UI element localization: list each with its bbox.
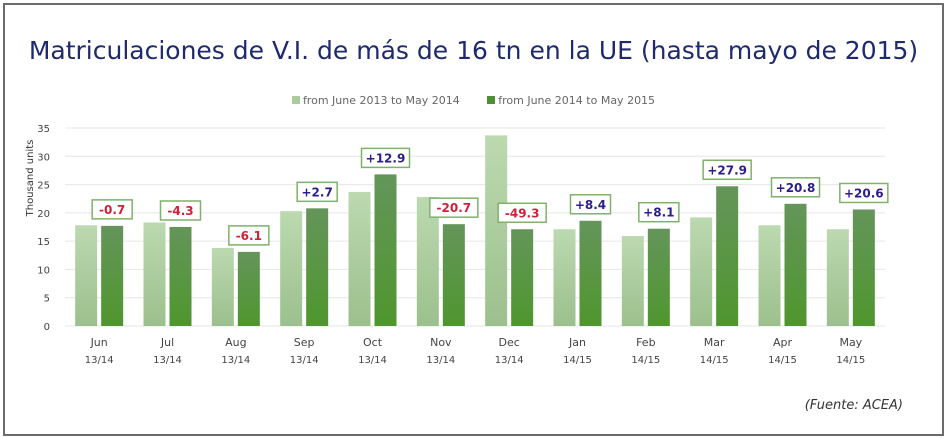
- source-note: (Fuente: ACEA): [804, 398, 903, 413]
- bar-2013-2014: [690, 217, 713, 326]
- change-label-box: [770, 177, 821, 198]
- x-tick-label: Nov: [430, 336, 452, 349]
- bar-2013-2014: [553, 229, 576, 326]
- x-tick-label: Apr: [773, 336, 793, 349]
- change-label: -6.1: [236, 229, 262, 243]
- legend-label: from June 2014 to May 2015: [498, 94, 656, 107]
- x-tick-period: 14/15: [631, 355, 660, 366]
- change-label: -0.7: [99, 203, 125, 217]
- y-tick-label: 30: [37, 152, 50, 163]
- change-label-box: [569, 194, 612, 215]
- bar-2014-2015: [442, 224, 465, 326]
- change-label-box: [638, 201, 680, 223]
- x-tick-label: Jan: [568, 336, 586, 349]
- change-label: +20.8: [776, 181, 816, 195]
- legend-label: from June 2013 to May 2014: [302, 94, 460, 107]
- y-tick-label: 20: [37, 209, 50, 220]
- y-tick-label: 0: [44, 322, 50, 333]
- bar-2014-2015: [511, 229, 534, 326]
- bar-2013-2014: [75, 225, 98, 326]
- x-tick-label: May: [839, 336, 862, 349]
- y-tick-label: 25: [37, 181, 50, 192]
- change-label: +27.9: [707, 163, 747, 177]
- bar-2014-2015: [101, 225, 124, 326]
- change-label: +8.1: [643, 206, 674, 220]
- y-tick-label: 35: [37, 124, 50, 135]
- change-label: -49.3: [505, 206, 540, 220]
- change-label-box: [429, 197, 479, 218]
- bar-2013-2014: [280, 211, 303, 326]
- change-label-box: [497, 202, 547, 224]
- bar-2014-2015: [237, 251, 260, 326]
- x-tick-period: 13/14: [358, 355, 387, 366]
- x-tick-period: 13/14: [85, 355, 114, 366]
- bar-2014-2015: [306, 208, 329, 326]
- bar-2014-2015: [784, 203, 807, 326]
- x-tick-label: Mar: [704, 336, 725, 349]
- bar-2013-2014: [485, 135, 508, 326]
- change-label: +2.7: [302, 185, 333, 199]
- bar-2013-2014: [211, 247, 234, 326]
- x-tick-period: 13/14: [153, 355, 182, 366]
- y-tick-label: 10: [37, 265, 50, 276]
- bar-2013-2014: [416, 197, 439, 326]
- legend-swatch: [291, 96, 300, 104]
- bar-2014-2015: [647, 228, 670, 326]
- x-tick-period: 13/14: [221, 355, 250, 366]
- change-label-box: [360, 147, 411, 169]
- x-tick-label: Oct: [363, 336, 383, 349]
- x-tick-label: Aug: [225, 336, 246, 349]
- change-label: -4.3: [167, 204, 193, 218]
- legend-item-2014-2015: from June 2014 to May 2015: [487, 94, 655, 107]
- change-label: -20.7: [437, 201, 472, 215]
- x-tick-period: 13/14: [495, 355, 524, 366]
- x-tick-period: 14/15: [563, 355, 592, 366]
- change-label-box: [228, 225, 270, 246]
- bar-2014-2015: [169, 227, 192, 326]
- bar-2014-2015: [852, 209, 875, 326]
- legend-swatch: [487, 96, 496, 104]
- bar-2014-2015: [374, 174, 397, 326]
- bar-2013-2014: [826, 229, 849, 326]
- bar-2013-2014: [758, 225, 781, 326]
- y-axis-label: Thousand units: [25, 140, 36, 218]
- x-tick-label: Sep: [294, 336, 315, 349]
- bar-2013-2014: [143, 222, 166, 326]
- change-label: +12.9: [366, 151, 406, 165]
- change-label-box: [296, 181, 338, 203]
- bar-2013-2014: [621, 236, 644, 326]
- x-tick-label: Jun: [90, 336, 108, 349]
- bar-2014-2015: [716, 186, 739, 326]
- change-label: +8.4: [575, 198, 606, 212]
- chart-title: Matriculaciones de V.I. de más de 16 tn …: [28, 36, 919, 65]
- legend: from June 2013 to May 2014 from June 201…: [0, 94, 947, 107]
- y-tick-label: 5: [44, 294, 50, 305]
- x-tick-period: 14/15: [768, 355, 797, 366]
- x-tick-period: 13/14: [426, 355, 455, 366]
- x-tick-period: 14/15: [700, 355, 729, 366]
- x-tick-label: Dec: [499, 336, 520, 349]
- change-label-box: [839, 182, 889, 204]
- y-tick-label: 15: [37, 237, 50, 248]
- change-label: +20.6: [844, 186, 884, 200]
- legend-item-2013-2014: from June 2013 to May 2014: [291, 94, 460, 107]
- x-tick-period: 14/15: [836, 355, 865, 366]
- change-label-box: [159, 200, 202, 221]
- change-label-box: [702, 159, 752, 181]
- bar-2013-2014: [348, 191, 371, 326]
- x-tick-label: Jul: [160, 336, 174, 349]
- x-tick-label: Feb: [636, 336, 655, 349]
- change-label-box: [91, 199, 133, 220]
- bar-2014-2015: [579, 220, 602, 326]
- x-tick-period: 13/14: [290, 355, 319, 366]
